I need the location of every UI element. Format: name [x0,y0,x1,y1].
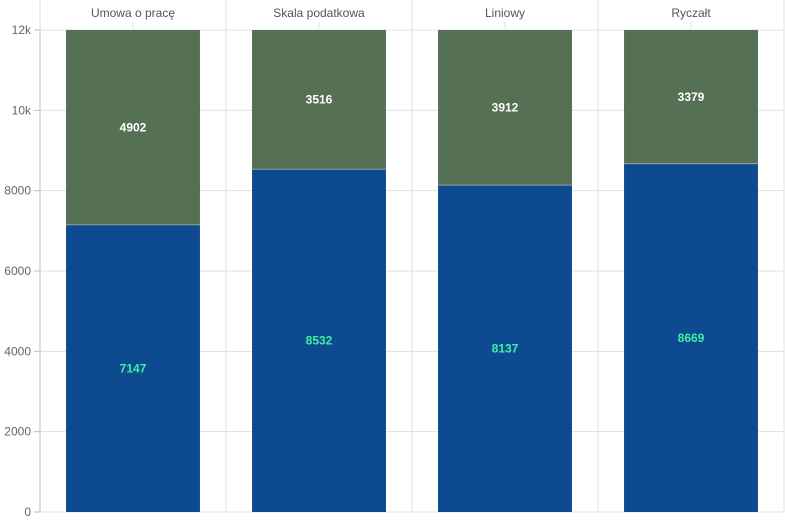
data-label: 7147 [120,361,147,375]
data-label: 3379 [678,90,705,104]
data-label: 8669 [678,331,705,345]
y-tick-label: 6000 [4,264,31,278]
bar-segment-top[interactable] [438,30,572,186]
bar-segment-top[interactable] [252,30,386,170]
y-tick-label: 10k [12,103,32,117]
category-label: Skala podatkowa [273,6,365,20]
data-label: 4902 [120,120,147,134]
axes: 0 2000 4000 6000 8000 10k 12k Umowa o pracę Skal… [4,6,711,519]
bars [66,30,758,513]
y-tick-label: 0 [24,505,31,519]
data-label: 8532 [306,334,333,348]
data-label: 3516 [306,93,333,107]
data-label: 8137 [492,342,519,356]
category-label: Ryczałt [671,6,711,20]
bar-segment-bottom[interactable] [252,169,386,512]
data-label: 3912 [492,101,519,115]
category-label: Liniowy [485,6,525,20]
bar-segment-bottom[interactable] [66,224,200,512]
y-tick-label: 8000 [4,184,31,198]
category-label: Umowa o pracę [91,6,175,20]
y-tick-label: 12k [12,23,32,37]
bar-segment-bottom[interactable] [624,163,758,512]
y-tick-label: 2000 [4,425,31,439]
bar-segment-bottom[interactable] [438,185,572,513]
data-labels: 7147 4902 8532 3516 8137 3912 8669 3379 [120,90,705,376]
bar-segment-top[interactable] [624,30,758,164]
y-tick-label: 4000 [4,344,31,358]
bar-segment-top[interactable] [66,30,200,225]
